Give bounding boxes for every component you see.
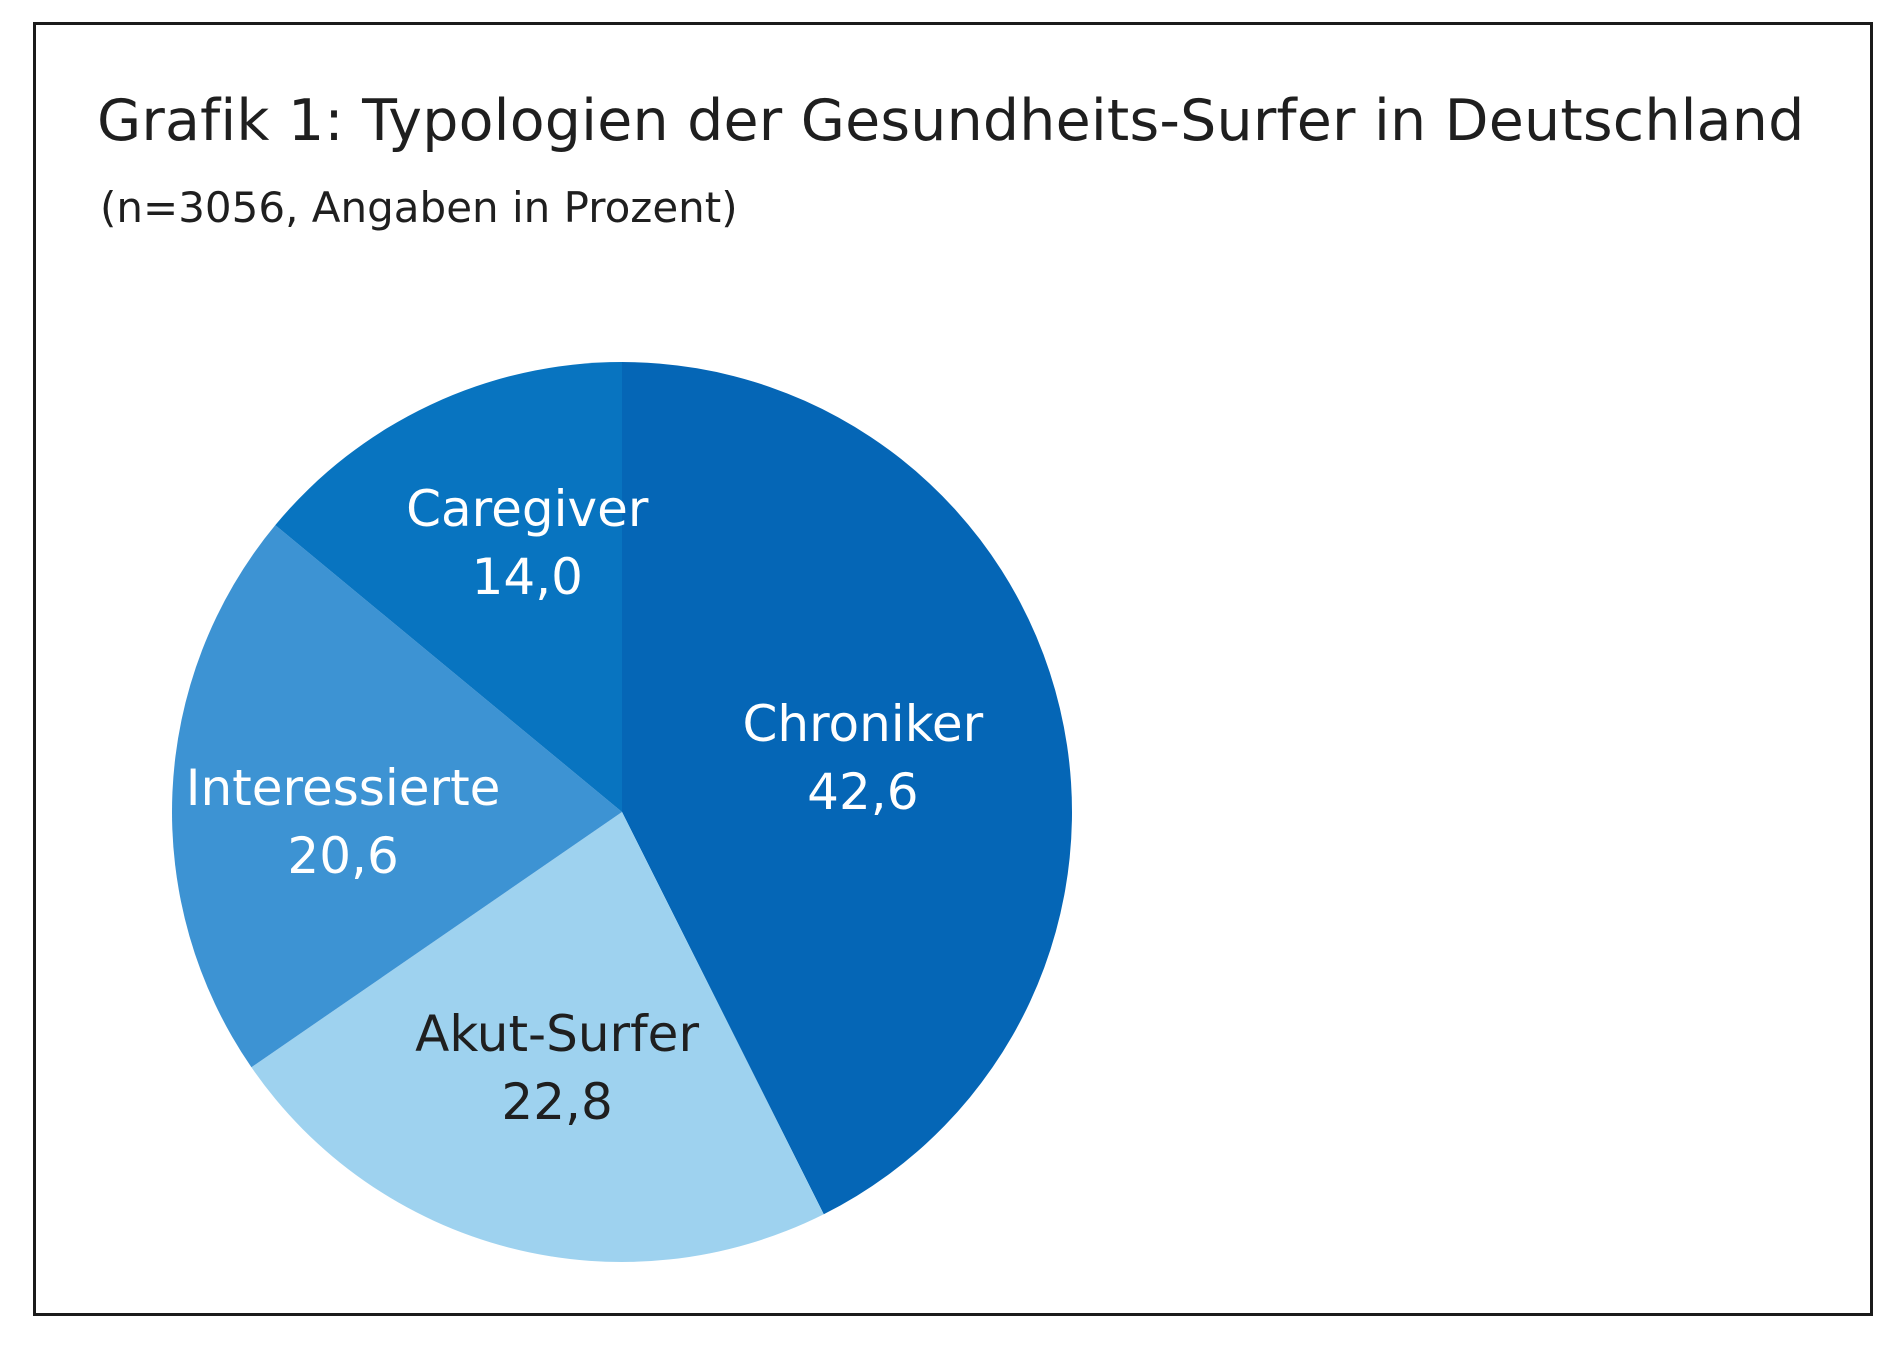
pie-slice-interessierte (171, 525, 622, 1068)
slice-value-caregiver: 14,0 (472, 548, 583, 606)
pie-slice-akut-surfer (251, 812, 824, 1262)
slice-value-akut-surfer: 22,8 (501, 1073, 612, 1131)
chart-title: Grafik 1: Typologien der Gesundheits-Sur… (97, 88, 1805, 154)
slice-label-interessierte: Interessierte (186, 759, 501, 817)
slice-label-chroniker: Chroniker (742, 695, 983, 753)
slice-label-akut-surfer: Akut-Surfer (415, 1005, 699, 1063)
pie-slice-chroniker (622, 362, 1072, 1215)
slice-value-interessierte: 20,6 (287, 827, 398, 885)
pie-slice-caregiver (275, 362, 622, 812)
slice-value-chroniker: 42,6 (807, 763, 918, 821)
chart-subtitle: (n=3056, Angaben in Prozent) (100, 183, 738, 232)
slice-label-caregiver: Caregiver (406, 480, 649, 538)
